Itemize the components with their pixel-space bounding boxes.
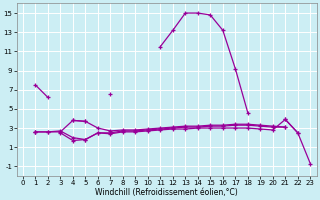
X-axis label: Windchill (Refroidissement éolien,°C): Windchill (Refroidissement éolien,°C)	[95, 188, 238, 197]
